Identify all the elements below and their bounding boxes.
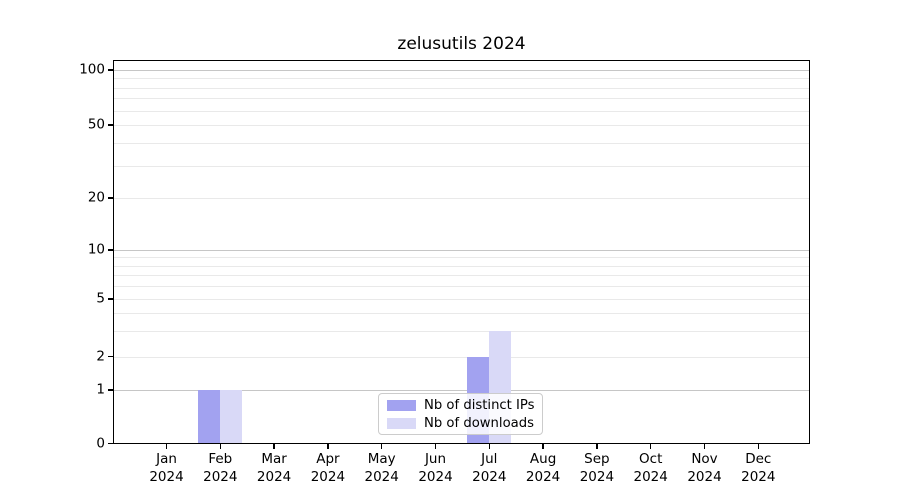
y-tick-label: 2 [96,347,105,364]
y-tick-mark [108,389,113,391]
x-tick-year: 2024 [364,468,399,485]
legend-label-downloads: Nb of downloads [424,415,534,431]
x-tick-mark [649,444,652,449]
legend: Nb of distinct IPs Nb of downloads [378,393,543,435]
gridline-minor [113,257,810,259]
y-tick-mark [108,124,113,126]
x-tick-label-oct: Oct 2024 [611,451,691,486]
y-tick-label: 10 [87,241,105,258]
y-tick-label: 100 [79,61,105,78]
gridline-minor [113,98,810,100]
x-tick-month: Sep [584,451,610,467]
bar-distinct-ips-feb [198,390,221,444]
x-tick-label-aug: Aug 2024 [503,451,583,486]
x-tick-label-dec: Dec 2024 [718,451,798,486]
x-tick-mark [219,444,222,449]
x-tick-month: Jun [424,451,447,467]
y-tick-mark [108,298,113,300]
gridline-minor [113,110,810,112]
gridline-minor [113,331,810,333]
chart-title: zelusutils 2024 [397,34,526,54]
x-tick-mark [434,444,437,449]
x-tick-mark [488,444,491,449]
y-tick-mark [108,442,113,445]
y-tick-label: 1 [96,381,105,398]
gridline-minor [113,286,810,288]
y-tick-label: 0 [96,434,105,451]
gridline-minor [113,313,810,314]
x-tick-month: Mar [261,451,287,467]
x-tick-year: 2024 [633,468,668,485]
x-tick-year: 2024 [310,468,346,485]
gridline-minor [113,125,810,126]
x-tick-month: Oct [639,451,663,467]
legend-label-distinct-ips: Nb of distinct IPs [424,397,535,413]
x-tick-year: 2024 [149,468,184,485]
x-tick-month: Jul [481,451,498,467]
y-tick-label: 50 [87,116,105,133]
x-tick-month: Apr [316,451,340,467]
x-tick-label-jun: Jun 2024 [396,451,476,486]
legend-swatch-downloads [387,417,416,429]
x-tick-month: Dec [745,451,772,467]
gridline-minor [113,299,810,300]
gridline-minor [113,275,810,277]
x-tick-label-nov: Nov 2024 [665,451,745,486]
x-tick-mark [596,444,598,449]
x-tick-mark [757,444,760,449]
y-tick-mark [108,197,113,199]
x-tick-mark [165,444,168,449]
legend-item-distinct-ips: Nb of distinct IPs [387,397,535,413]
x-tick-month: May [367,451,396,467]
legend-swatch-distinct-ips [387,399,416,411]
x-tick-label-sep: Sep 2024 [557,451,637,486]
gridline-minor [113,142,810,144]
gridline-minor [113,356,810,358]
gridline-major [113,70,810,71]
x-tick-month: Jan [156,451,177,467]
gridline-minor [113,198,810,199]
x-tick-month: Nov [691,451,718,467]
y-tick-mark [108,69,113,71]
gridline-minor [113,87,810,89]
bar-downloads-feb [220,390,243,444]
gridline-minor [113,265,810,267]
y-tick-mark [108,355,113,358]
x-tick-label-may: May 2024 [342,451,422,486]
x-tick-month: Aug [529,451,557,467]
y-tick-label: 20 [87,189,105,206]
x-tick-label-apr: Apr 2024 [288,451,368,486]
y-tick-label: 5 [96,290,105,307]
x-tick-mark [380,444,383,449]
plot-area [113,60,810,444]
x-tick-mark [273,444,275,449]
x-tick-year: 2024 [687,468,722,485]
x-tick-mark [327,444,329,449]
x-tick-year: 2024 [525,468,561,485]
y-tick-mark [108,249,113,251]
x-tick-year: 2024 [472,468,507,485]
x-tick-label-jan: Jan 2024 [127,451,207,486]
gridline-major [113,250,810,251]
x-tick-mark [542,444,544,449]
x-tick-year: 2024 [741,468,776,485]
x-tick-year: 2024 [256,468,292,485]
x-tick-label-mar: Mar 2024 [234,451,314,486]
x-tick-label-feb: Feb 2024 [180,451,260,486]
x-tick-label-jul: Jul 2024 [449,451,529,486]
x-tick-month: Feb [208,451,233,467]
legend-item-downloads: Nb of downloads [387,416,534,431]
x-tick-mark [703,444,706,449]
x-tick-year: 2024 [579,468,615,485]
x-tick-year: 2024 [203,468,238,485]
x-tick-year: 2024 [418,468,453,485]
gridline-minor [113,165,810,167]
gridline-major [113,390,810,391]
gridline-minor [113,78,810,80]
